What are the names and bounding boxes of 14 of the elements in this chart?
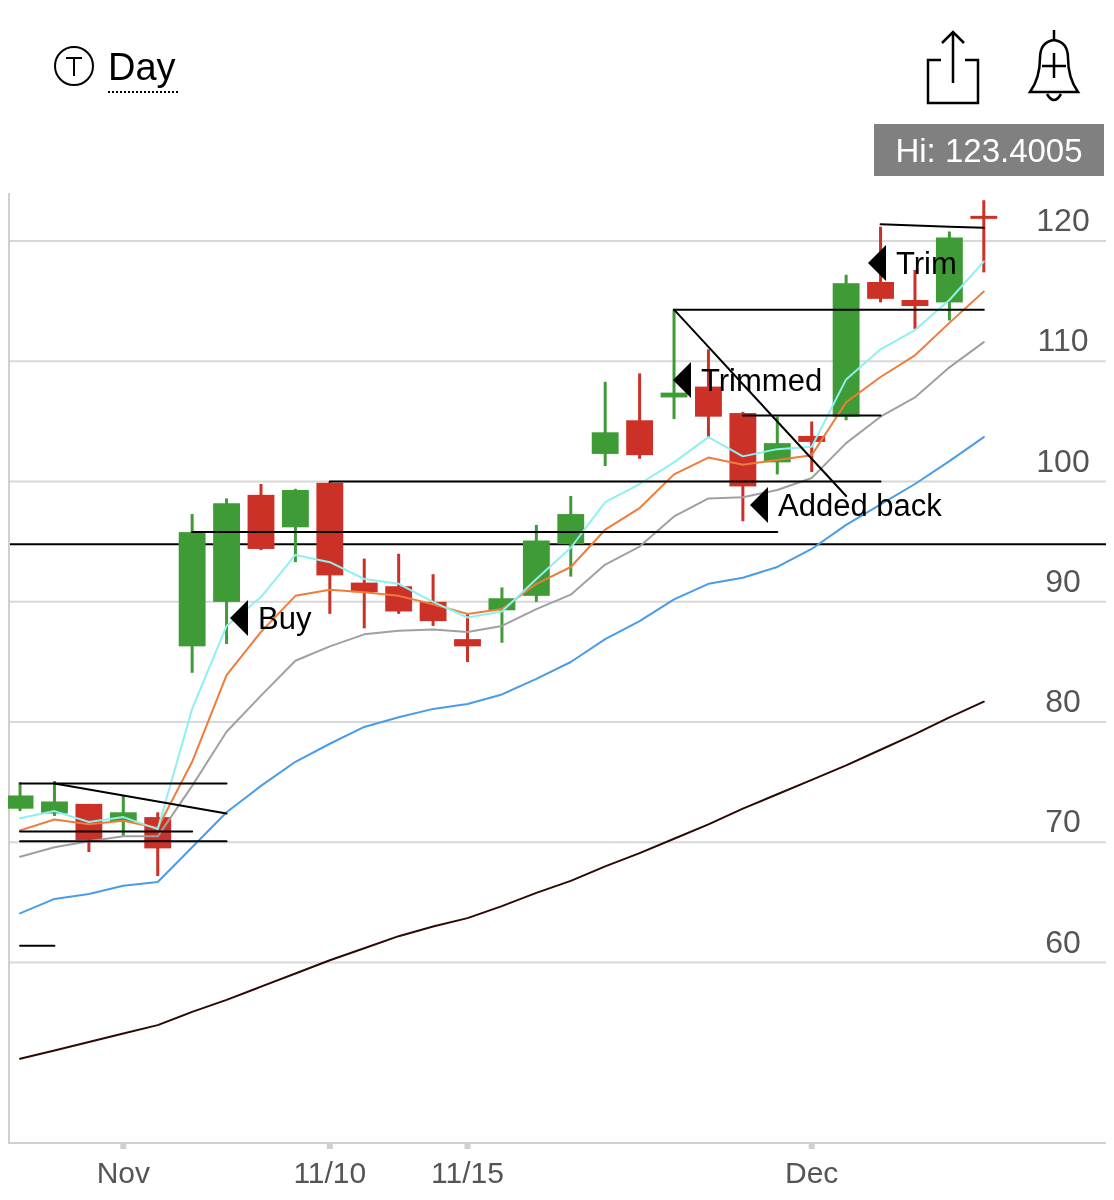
y-tick-label: 100 [1036,442,1090,479]
y-tick-label: 70 [1045,803,1081,840]
x-tick-label: Dec [785,1156,839,1189]
x-tick-label: 11/10 [293,1156,367,1189]
y-tick-label: 90 [1045,562,1081,599]
x-tick-label: Nov [96,1156,150,1189]
x-tick-label: 11/15 [431,1156,504,1189]
y-tick-label: 120 [1036,202,1090,239]
y-tick-label: 110 [1037,322,1089,359]
y-tick-label: 60 [1045,923,1081,960]
chart-title: Day [108,46,176,88]
annotation: Added back [778,488,943,523]
text: Hi: 123.4005 [895,132,1083,169]
y-tick-label: 80 [1045,683,1081,720]
